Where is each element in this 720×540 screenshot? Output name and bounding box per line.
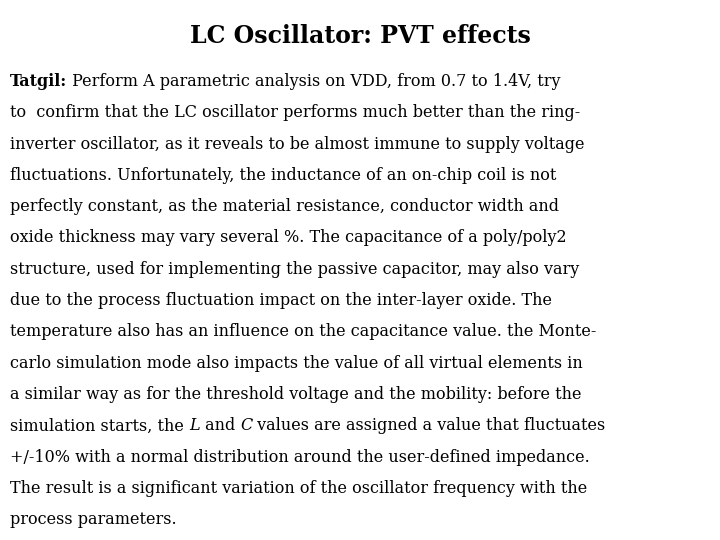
Text: due to the process fluctuation impact on the inter-layer oxide. The: due to the process fluctuation impact on… — [10, 292, 552, 309]
Text: L: L — [189, 417, 199, 434]
Text: temperature also has an influence on the capacitance value. the Monte-: temperature also has an influence on the… — [10, 323, 596, 340]
Text: Tatgil:: Tatgil: — [10, 73, 67, 90]
Text: structure, used for implementing the passive capacitor, may also vary: structure, used for implementing the pas… — [10, 261, 580, 278]
Text: process parameters.: process parameters. — [10, 511, 176, 528]
Text: Perform A parametric analysis on VDD, from 0.7 to 1.4V, try: Perform A parametric analysis on VDD, fr… — [67, 73, 561, 90]
Text: values are assigned a value that fluctuates: values are assigned a value that fluctua… — [252, 417, 606, 434]
Text: and: and — [199, 417, 240, 434]
Text: inverter oscillator, as it reveals to be almost immune to supply voltage: inverter oscillator, as it reveals to be… — [10, 136, 585, 152]
Text: +/-10% with a normal distribution around the user-defined impedance.: +/-10% with a normal distribution around… — [10, 449, 590, 465]
Text: perfectly constant, as the material resistance, conductor width and: perfectly constant, as the material resi… — [10, 198, 559, 215]
Text: oxide thickness may vary several %. The capacitance of a poly/poly2: oxide thickness may vary several %. The … — [10, 230, 567, 246]
Text: The result is a significant variation of the oscillator frequency with the: The result is a significant variation of… — [10, 480, 588, 497]
Text: fluctuations. Unfortunately, the inductance of an on-chip coil is not: fluctuations. Unfortunately, the inducta… — [10, 167, 557, 184]
Text: carlo simulation mode also impacts the value of all virtual elements in: carlo simulation mode also impacts the v… — [10, 355, 582, 372]
Text: simulation starts, the: simulation starts, the — [10, 417, 189, 434]
Text: LC Oscillator: PVT effects: LC Oscillator: PVT effects — [189, 24, 531, 48]
Text: to  confirm that the LC oscillator performs much better than the ring-: to confirm that the LC oscillator perfor… — [10, 104, 580, 121]
Text: a similar way as for the threshold voltage and the mobility: before the: a similar way as for the threshold volta… — [10, 386, 582, 403]
Text: C: C — [240, 417, 252, 434]
